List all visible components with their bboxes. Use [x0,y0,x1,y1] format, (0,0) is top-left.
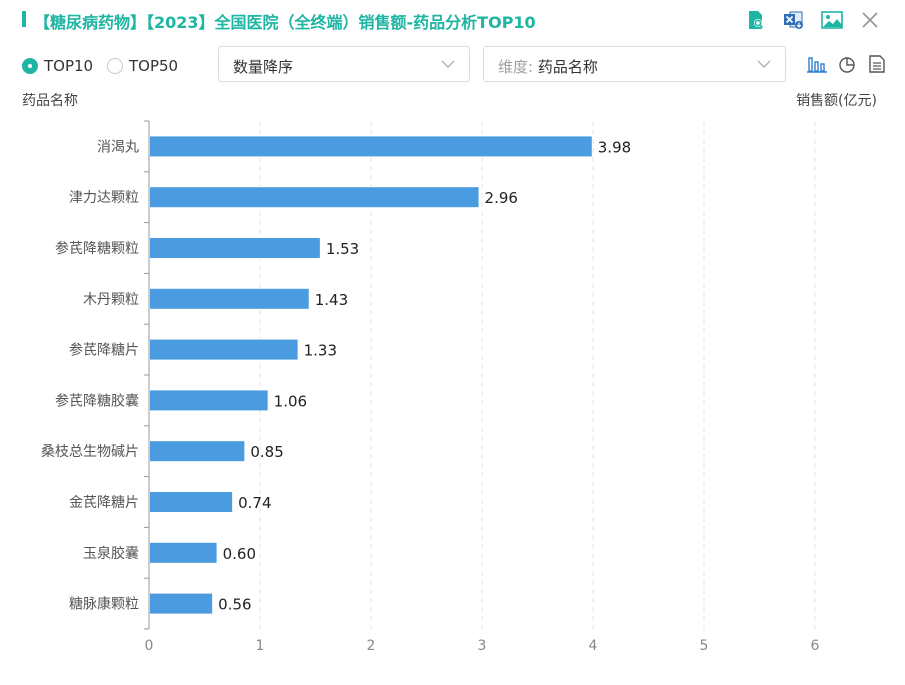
chevron-down-icon [441,60,455,68]
image-export-icon[interactable] [819,8,845,32]
view-switcher [807,54,887,74]
value-label: 1.06 [274,392,307,410]
bar [150,339,298,360]
search-document-icon[interactable] [743,8,769,32]
dimension-select-value: 维度: 药品名称 [498,56,598,77]
dimension-select[interactable]: 维度: 药品名称 [483,46,786,82]
sort-select-value: 数量降序 [233,58,294,76]
x-tick-label: 0 [145,638,154,654]
category-label: 消渴丸 [97,139,139,155]
title-accent-bar [22,11,26,27]
y-axis-caption: 药品名称 [22,93,78,109]
value-label: 3.98 [598,138,631,156]
category-label: 桑枝总生物碱片 [41,444,139,460]
value-label: 2.96 [485,189,518,207]
x-tick-label: 6 [811,638,820,654]
bar [150,441,245,462]
header-actions [743,8,883,32]
category-label: 金芪降糖片 [69,494,139,511]
category-label: 参芪降糖片 [69,342,139,359]
x-tick-label: 2 [367,638,376,654]
bar [150,136,592,157]
x-tick-label: 1 [256,638,265,654]
chart-controls: TOP10 TOP50 数量降序 维度: 药品名称 [0,46,905,86]
value-label: 0.56 [218,596,251,614]
top10-radio[interactable]: TOP10 [22,57,93,75]
top50-radio[interactable]: TOP50 [107,57,178,75]
category-label: 糖脉康颗粒 [69,596,139,613]
top10-label: TOP10 [44,57,94,75]
chart-title: 【糖尿病药物】【2023】全国医院（全终端）销售额-药品分析TOP10 [34,13,536,32]
table-icon[interactable] [867,54,887,74]
top50-label: TOP50 [129,57,179,75]
value-label: 0.85 [250,443,283,461]
bar [150,288,309,309]
bar [150,238,320,258]
value-label: 1.43 [315,291,348,309]
x-tick-label: 3 [478,638,487,654]
bar [150,542,217,563]
dimension-prefix: 维度: [498,58,534,76]
value-label: 1.53 [326,240,359,258]
chevron-down-icon [757,60,771,68]
bar [150,187,479,208]
category-label: 津力达颗粒 [69,190,139,206]
x-tick-label: 4 [589,638,598,654]
dimension-value: 药品名称 [537,58,598,76]
pie-chart-icon[interactable] [837,54,857,74]
bar [150,593,213,614]
bar-chart-icon[interactable] [807,54,827,74]
category-label: 参芪降糖颗粒 [55,240,139,257]
category-label: 玉泉胶囊 [83,545,139,562]
excel-export-icon[interactable] [781,8,807,32]
radio-dot [22,58,38,74]
bar [150,492,233,512]
category-label: 木丹颗粒 [83,292,139,308]
bar [150,390,268,411]
close-icon[interactable] [857,8,883,32]
x-axis-caption: 销售额(亿元) [796,93,877,109]
sort-select[interactable]: 数量降序 [218,46,470,82]
chart-header: 【糖尿病药物】【2023】全国医院（全终端）销售额-药品分析TOP10 [0,0,905,40]
category-label: 参芪降糖胶囊 [55,392,139,409]
value-label: 1.33 [304,342,337,360]
value-label: 0.74 [238,494,271,512]
value-label: 0.60 [223,545,256,563]
radio-dot [107,58,123,74]
x-tick-label: 5 [700,638,709,654]
